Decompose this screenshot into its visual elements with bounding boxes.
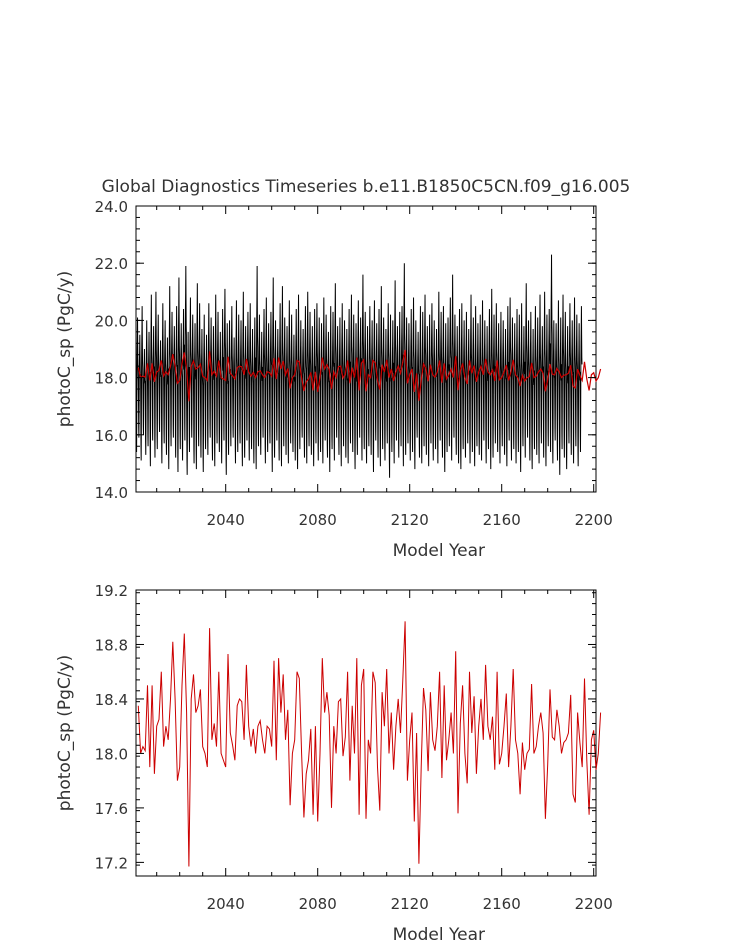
bottom-ytick-label: 18.8 [95, 636, 128, 654]
bottom-xlabel: Model Year [393, 925, 485, 945]
annual-series-top [137, 349, 602, 402]
top-ytick-label: 14.0 [95, 484, 128, 502]
top-ytick-label: 22.0 [95, 255, 128, 273]
top-ytick-label: 16.0 [95, 427, 128, 445]
monthly-line [135, 254, 583, 478]
bottom-ylabel: photoC_sp (PgC/y) [55, 655, 75, 811]
bottom-xtick-label: 2200 [575, 895, 613, 913]
bottom-xtick-label: 2120 [391, 895, 429, 913]
annual-series-bottom [137, 621, 602, 867]
top-xtick-label: 2160 [483, 511, 521, 529]
top-ytick-label: 18.0 [95, 370, 128, 388]
annual-mean-line [137, 621, 602, 867]
top-ylabel: photoC_sp (PgC/y) [55, 271, 75, 427]
top-plot-frame [135, 205, 597, 493]
bottom-ytick-label: 18.0 [95, 745, 128, 763]
chart-title: Global Diagnostics Timeseries b.e11.B185… [102, 177, 631, 197]
top-xtick-label: 2120 [391, 511, 429, 529]
bottom-ytick-label: 17.6 [95, 800, 128, 818]
top-xlabel: Model Year [393, 541, 485, 561]
bottom-ytick-label: 19.2 [95, 582, 128, 600]
top-xtick-label: 2040 [207, 511, 245, 529]
bottom-axes: 17.2 17.6 18.0 18.4 18.8 19.2 2040 2080 2120 2160… [95, 582, 613, 913]
bottom-xtick-label: 2160 [483, 895, 521, 913]
bottom-xtick-label: 2080 [299, 895, 337, 913]
bottom-ytick-label: 17.2 [95, 854, 128, 872]
top-xtick-label: 2200 [575, 511, 613, 529]
bottom-plot-frame [135, 589, 597, 877]
top-axes: 14.0 16.0 18.0 20.0 22.0 24.0 2040 2080 2120 2160… [95, 198, 613, 529]
bottom-ytick-label: 18.4 [95, 691, 128, 709]
top-xtick-label: 2080 [299, 511, 337, 529]
top-panel: 14.0 16.0 18.0 20.0 22.0 24.0 2040 2080 2120 2160… [55, 198, 613, 561]
bottom-panel: 17.2 17.6 18.0 18.4 18.8 19.2 2040 2080 2120 2160… [55, 582, 613, 945]
bottom-xtick-label: 2040 [207, 895, 245, 913]
top-ytick-label: 20.0 [95, 312, 128, 330]
annual-mean-line-top [137, 349, 602, 402]
top-ytick-label: 24.0 [95, 198, 128, 216]
monthly-series-top [135, 254, 583, 478]
